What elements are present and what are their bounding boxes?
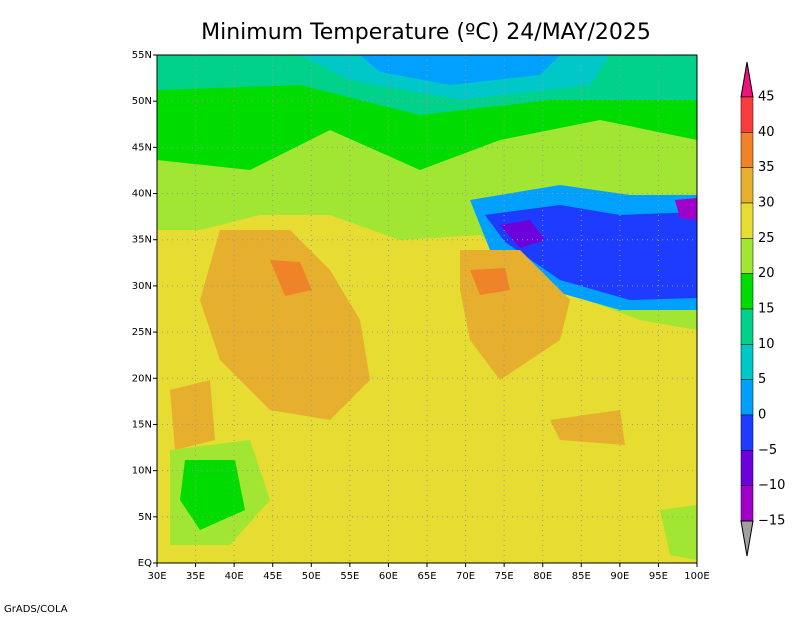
- colorbar-label: 40: [758, 125, 775, 140]
- y-tick-label: 10N: [132, 466, 152, 477]
- map-title: Minimum Temperature (ºC) 24/MAY/2025: [201, 20, 651, 45]
- y-tick-label: 25N: [132, 327, 152, 338]
- colorbar-segment: [740, 379, 754, 416]
- x-tick-label: 45E: [263, 571, 282, 582]
- credit: GrADS/COLA: [4, 604, 68, 615]
- x-tick-label: 75E: [495, 571, 514, 582]
- y-tick-label: 35N: [132, 235, 152, 246]
- y-tick-label: 15N: [132, 419, 152, 430]
- colorbar-label: 10: [758, 337, 775, 352]
- colorbar-upper-triangle: [740, 61, 754, 98]
- y-tick-label: 55N: [132, 50, 152, 61]
- y-tick-label: EQ: [138, 558, 152, 569]
- x-tick-label: 60E: [379, 571, 398, 582]
- colorbar-label: 30: [758, 196, 775, 211]
- colorbar-lower-triangle: [740, 520, 754, 557]
- colorbar-segment: [740, 202, 754, 239]
- y-tick-label: 5N: [138, 512, 152, 523]
- y-tick-label: 40N: [132, 189, 152, 200]
- colorbar-label: −10: [758, 478, 785, 493]
- colorbar-label: 35: [758, 160, 775, 175]
- colorbar-label: 20: [758, 266, 775, 281]
- colorbar-label: 0: [758, 408, 766, 423]
- x-tick-label: 35E: [186, 571, 205, 582]
- x-tick-label: 80E: [533, 571, 552, 582]
- x-tick-label: 40E: [225, 571, 244, 582]
- y-tick-label: 20N: [132, 373, 152, 384]
- x-tick-label: 65E: [417, 571, 436, 582]
- colorbar-segment: [740, 238, 754, 274]
- colorbar-segment: [740, 167, 754, 204]
- colorbar-label: −5: [758, 443, 777, 458]
- colorbar-label: 5: [758, 372, 766, 387]
- colorbar: 45 40 35 30 25 20 15 10 5 0 −5 −10 −15: [740, 61, 785, 557]
- colorbar-segment: [740, 308, 754, 345]
- colorbar-label: 45: [758, 90, 775, 105]
- y-tick-label: 45N: [132, 142, 152, 153]
- colorbar-segment: [740, 485, 754, 522]
- colorbar-segment: [740, 414, 754, 451]
- x-tick-label: 95E: [649, 571, 668, 582]
- x-tick-label: 100E: [684, 571, 709, 582]
- x-tick-label: 50E: [302, 571, 321, 582]
- y-tick-label: 30N: [132, 281, 152, 292]
- x-tick-label: 90E: [610, 571, 629, 582]
- x-tick-label: 70E: [456, 571, 475, 582]
- colorbar-segment: [740, 450, 754, 486]
- colorbar-segment: [740, 132, 754, 168]
- x-tick-label: 55E: [340, 571, 359, 582]
- y-tick-label: 50N: [132, 96, 152, 107]
- x-tick-label: 85E: [572, 571, 591, 582]
- colorbar-segment: [740, 96, 754, 133]
- colorbar-label: 25: [758, 231, 775, 246]
- colorbar-label: 15: [758, 302, 775, 317]
- colorbar-segment: [740, 273, 754, 310]
- field: [157, 55, 697, 563]
- colorbar-label: −15: [758, 514, 785, 529]
- x-tick-label: 30E: [147, 571, 166, 582]
- colorbar-segment: [740, 344, 754, 380]
